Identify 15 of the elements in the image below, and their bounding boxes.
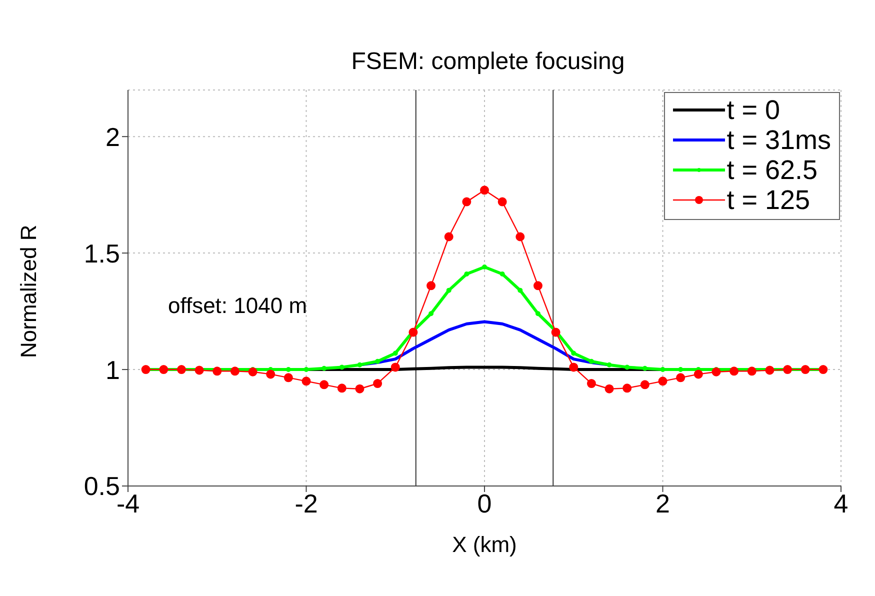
x-tick-label: 2: [656, 488, 670, 518]
x-tick-label: 0: [477, 488, 492, 518]
legend-label: t = 31ms: [726, 125, 831, 155]
y-tick-label: 1: [106, 354, 120, 385]
x-tick-label: 4: [834, 488, 848, 518]
legend-label: t = 125: [726, 185, 810, 215]
x-axis-title: X (km): [452, 532, 517, 557]
y-tick-label: 1.5: [84, 238, 120, 268]
x-tick-label: -2: [294, 488, 318, 518]
chart-title: FSEM: complete focusing: [350, 48, 626, 76]
annotation: offset: 1040 m: [168, 293, 308, 319]
y-axis-title: Normalized R: [16, 224, 41, 358]
legend-label: t = 0: [726, 95, 780, 125]
y-tick-label: 2: [106, 122, 120, 152]
legend-label: t = 62.5: [726, 155, 818, 185]
